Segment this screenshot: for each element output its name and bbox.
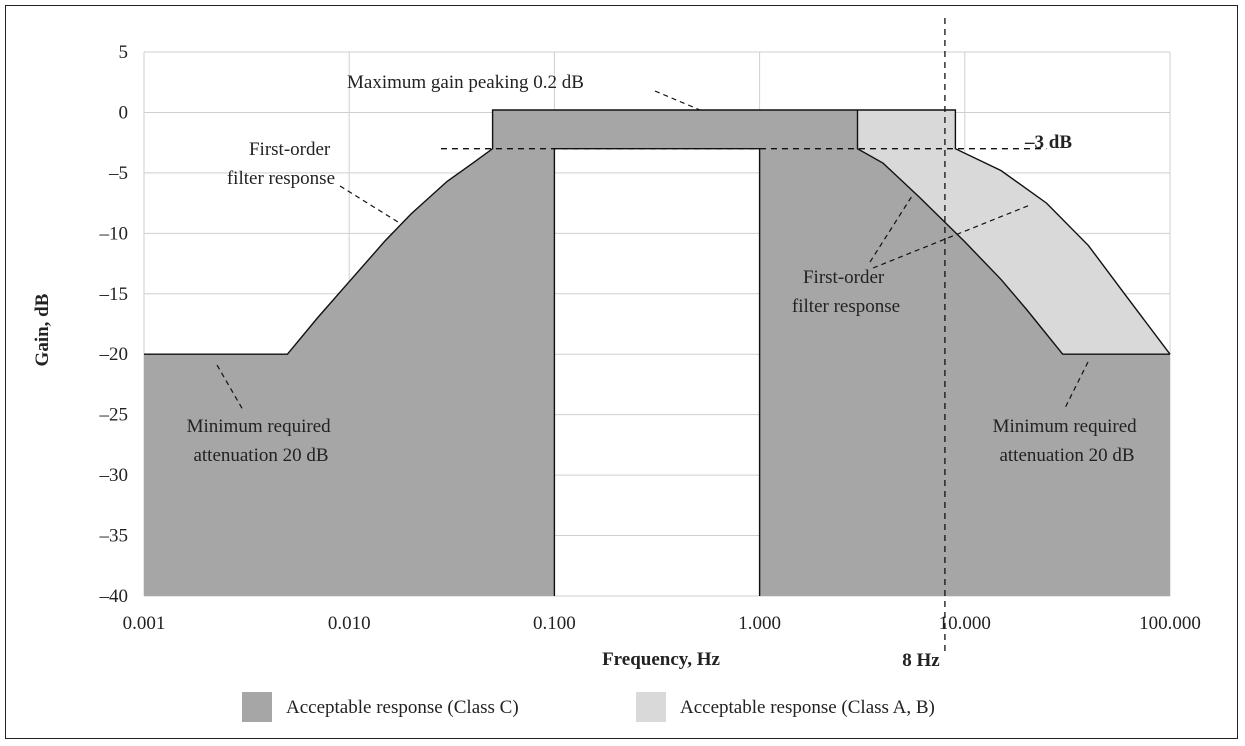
x-tick-labels: 0.001 0.010 0.100 1.000 10.000 100.000	[123, 613, 1201, 634]
x-axis-title: Frequency, Hz	[602, 649, 720, 670]
x-tick-label-0: 0.001	[123, 613, 166, 634]
leader-line-2	[869, 195, 913, 263]
leader-line-0	[654, 90, 701, 111]
chart-frame	[5, 5, 1238, 739]
leader-line-3	[872, 204, 1031, 269]
legend: Acceptable response (Class C) Acceptable…	[242, 692, 935, 722]
y-tick-label-7: –30	[99, 465, 129, 486]
y-tick-label-5: –20	[99, 344, 129, 365]
legend-swatch-class-ab	[636, 692, 666, 722]
outline-0	[144, 109, 1171, 355]
x-tick-label-2: 0.100	[533, 613, 576, 634]
y-tick-label-6: –25	[99, 405, 129, 426]
y-tick-label-3: –10	[99, 223, 129, 244]
area-acceptable-response--class-a--b--0	[854, 110, 1170, 355]
x-tick-label-3: 1.000	[738, 613, 781, 634]
y-tick-label-1: 0	[119, 102, 129, 123]
x-tick-label-1: 0.010	[328, 613, 371, 634]
y-tick-label-4: –15	[99, 284, 129, 305]
legend-label-class-ab: Acceptable response (Class A, B)	[680, 697, 935, 718]
annotation-first-order-left: First-order filter response	[227, 139, 335, 189]
y-tick-label-2: –5	[108, 163, 128, 184]
8hz-label: 8 Hz	[902, 650, 940, 671]
x-tick-label-5: 100.000	[1139, 613, 1201, 634]
annotation-leaders	[216, 90, 1089, 411]
plot-areas	[144, 110, 1170, 596]
x-tick-label-4: 10.000	[939, 613, 991, 634]
legend-label-class-c: Acceptable response (Class C)	[286, 697, 519, 718]
legend-swatch-class-c	[242, 692, 272, 722]
y-axis-title: Gain, dB	[32, 293, 53, 366]
y-tick-label-8: –35	[99, 526, 129, 547]
y-tick-label-9: –40	[99, 586, 129, 607]
area-acceptable-response--class-c--0	[144, 110, 1170, 596]
annotation-min-attenuation-left: Minimum required attenuation 20 dB	[187, 416, 336, 466]
reference-lines	[440, 18, 1047, 655]
leader-line-1	[339, 185, 399, 223]
outline-2	[553, 147, 761, 596]
plot-outlines	[144, 109, 1171, 596]
outline-1	[856, 110, 1170, 355]
y-tick-labels: 5 0 –5 –10 –15 –20 –25 –30 –35 –40	[99, 42, 129, 607]
annotation-first-order-right: First-order filter response	[792, 267, 900, 317]
annotation-min-attenuation-right: Minimum required attenuation 20 dB	[993, 416, 1142, 466]
y-tick-label-0: 5	[119, 42, 129, 63]
annotation-max-gain-peaking: Maximum gain peaking 0.2 dB	[347, 72, 584, 93]
minus-3db-label: –3 dB	[1024, 132, 1072, 153]
